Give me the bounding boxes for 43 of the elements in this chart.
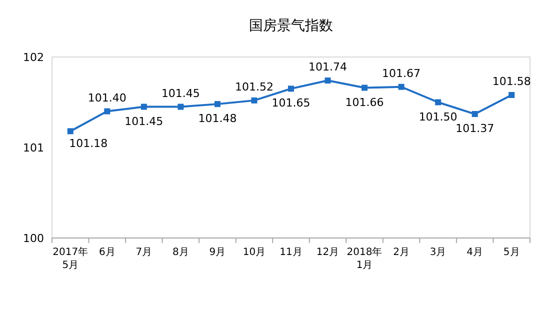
y-tick-label: 101 [23, 142, 44, 154]
data-label: 101.50 [418, 110, 458, 124]
x-tick-label: 3月 [430, 247, 446, 258]
x-tick-label: 2月 [393, 247, 410, 258]
x-tick-label: 6月 [98, 247, 116, 258]
x-tick-label: 2018年 1月 [346, 246, 382, 271]
point [251, 97, 258, 104]
point [178, 104, 184, 110]
x-tick-label: 12月 [316, 247, 340, 258]
x-tick-label: 11月 [280, 247, 302, 258]
data-label: 101.45 [124, 114, 164, 128]
chart-title: 国房景气指数 [249, 18, 333, 34]
data-label: 101.74 [308, 60, 348, 74]
x-tick-label: 10月 [242, 247, 266, 258]
point [288, 86, 294, 92]
data-label: 101.66 [345, 96, 384, 109]
x-tick-label: 5月 [503, 247, 520, 258]
x-tick-label: 2017年 5月 [52, 246, 88, 271]
data-label: 101.18 [69, 137, 108, 150]
point [472, 111, 478, 118]
y-tick-label: 100 [23, 232, 44, 245]
point [67, 128, 74, 134]
data-label: 101.65 [272, 96, 310, 110]
point [140, 104, 147, 110]
point [362, 84, 368, 91]
x-tick-label: 7月 [136, 247, 152, 258]
data-label: 101.58 [492, 75, 531, 88]
data-label: 101.37 [456, 122, 494, 136]
data-label: 101.67 [382, 66, 421, 80]
point [398, 84, 404, 90]
point [324, 78, 331, 84]
data-label: 101.52 [234, 80, 274, 94]
x-tick-label: 8月 [172, 247, 189, 258]
data-label: 101.45 [161, 86, 200, 100]
point [214, 101, 220, 108]
data-label: 101.48 [198, 112, 237, 126]
y-tick-label: 102 [23, 51, 44, 64]
point [104, 108, 110, 114]
point [435, 99, 442, 106]
x-tick-label: 9月 [209, 247, 226, 258]
data-label: 101.40 [88, 91, 126, 104]
point [508, 92, 515, 98]
x-tick-label: 4月 [466, 247, 484, 258]
